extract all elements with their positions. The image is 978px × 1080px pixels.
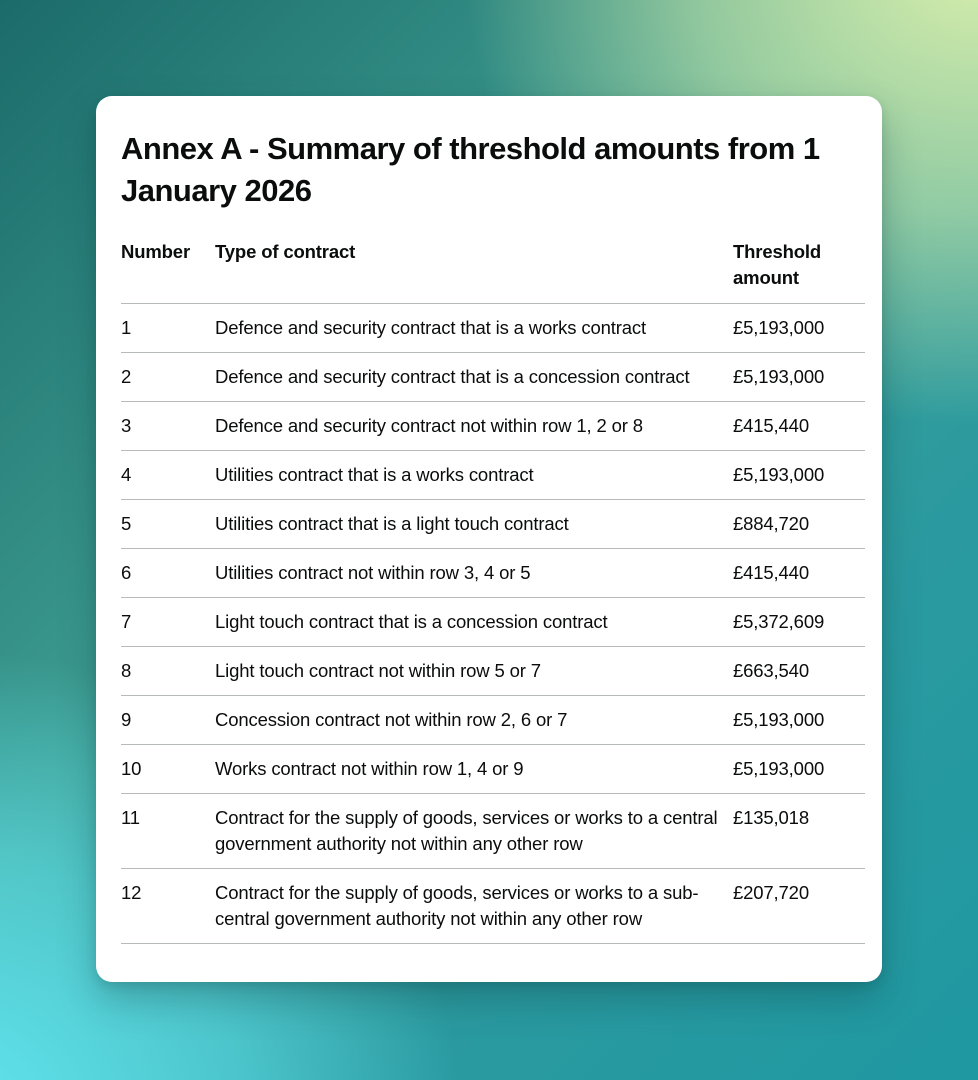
row-amount-cell: £415,440 [733, 548, 865, 598]
row-type-cell: Contract for the supply of goods, servic… [215, 793, 733, 869]
table-row: 1 Defence and security contract that is a… [121, 303, 865, 353]
row-number-cell: 11 [121, 793, 215, 869]
header-threshold-amount: Threshold amount [733, 239, 865, 304]
table-row: 12 Contract for the supply of goods, serv… [121, 868, 865, 944]
row-type-cell: Defence and security contract that is a … [215, 352, 733, 402]
row-amount-cell: £5,193,000 [733, 450, 865, 500]
row-number-cell: 12 [121, 868, 215, 944]
row-amount-cell: £415,440 [733, 401, 865, 451]
row-type-cell: Light touch contract that is a concessio… [215, 597, 733, 647]
row-amount-cell: £207,720 [733, 868, 865, 944]
header-number: Number [121, 239, 215, 304]
row-number-cell: 8 [121, 646, 215, 696]
row-number-cell: 7 [121, 597, 215, 647]
row-amount-cell: £5,193,000 [733, 744, 865, 794]
row-number-cell: 3 [121, 401, 215, 451]
row-number-cell: 4 [121, 450, 215, 500]
document-card: Annex A - Summary of threshold amounts f… [96, 96, 882, 982]
row-amount-cell: £663,540 [733, 646, 865, 696]
table-row: 3 Defence and security contract not withi… [121, 401, 865, 451]
row-type-cell: Defence and security contract that is a … [215, 303, 733, 353]
row-number-cell: 5 [121, 499, 215, 549]
row-type-cell: Defence and security contract not within… [215, 401, 733, 451]
row-amount-cell: £5,193,000 [733, 695, 865, 745]
threshold-table: Number Type of contract Threshold amount… [121, 239, 865, 944]
row-amount-cell: £5,372,609 [733, 597, 865, 647]
row-number-cell: 2 [121, 352, 215, 402]
row-amount-cell: £5,193,000 [733, 303, 865, 353]
table-body: 1 Defence and security contract that is a… [121, 303, 865, 944]
table-row: 5 Utilities contract that is a light touc… [121, 499, 865, 549]
row-amount-cell: £135,018 [733, 793, 865, 869]
row-number-cell: 10 [121, 744, 215, 794]
row-number-cell: 1 [121, 303, 215, 353]
table-header-row: Number Type of contract Threshold amount [121, 239, 865, 304]
row-type-cell: Utilities contract that is a works contr… [215, 450, 733, 500]
row-amount-cell: £5,193,000 [733, 352, 865, 402]
table-row: 7 Light touch contract that is a concessi… [121, 597, 865, 647]
row-type-cell: Utilities contract not within row 3, 4 o… [215, 548, 733, 598]
row-number-cell: 6 [121, 548, 215, 598]
table-row: 2 Defence and security contract that is a… [121, 352, 865, 402]
table-row: 4 Utilities contract that is a works cont… [121, 450, 865, 500]
row-type-cell: Utilities contract that is a light touch… [215, 499, 733, 549]
table-row: 10 Works contract not within row 1, 4 or … [121, 744, 865, 794]
row-number-cell: 9 [121, 695, 215, 745]
table-row: 11 Contract for the supply of goods, serv… [121, 793, 865, 869]
row-type-cell: Contract for the supply of goods, servic… [215, 868, 733, 944]
table-row: 9 Concession contract not within row 2, 6… [121, 695, 865, 745]
row-type-cell: Works contract not within row 1, 4 or 9 [215, 744, 733, 794]
header-type-of-contract: Type of contract [215, 239, 733, 304]
page-title: Annex A - Summary of threshold amounts f… [121, 131, 820, 208]
row-type-cell: Concession contract not within row 2, 6 … [215, 695, 733, 745]
table-row: 6 Utilities contract not within row 3, 4 … [121, 548, 865, 598]
row-type-cell: Light touch contract not within row 5 or… [215, 646, 733, 696]
row-amount-cell: £884,720 [733, 499, 865, 549]
table-row: 8 Light touch contract not within row 5 o… [121, 646, 865, 696]
